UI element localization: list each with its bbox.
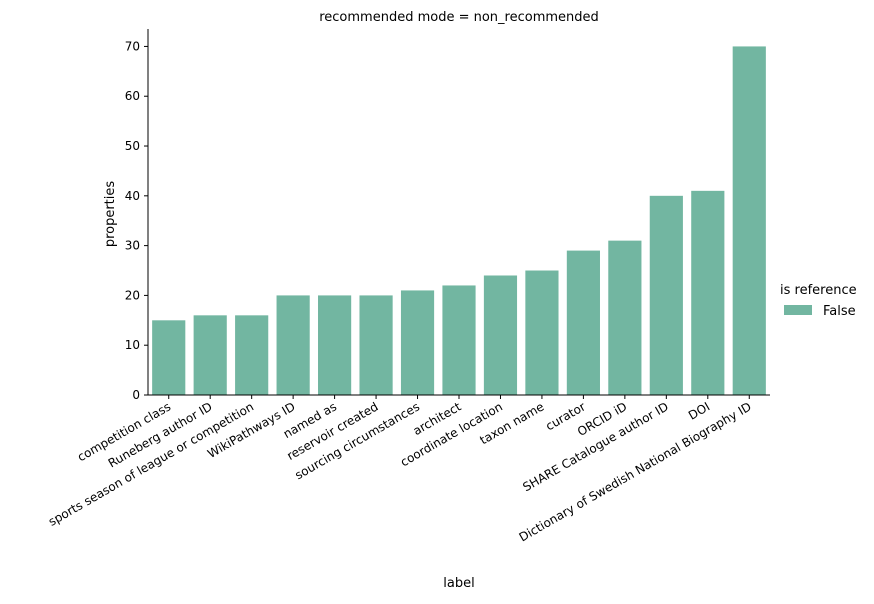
y-tick-label: 20: [125, 288, 140, 302]
bar: [608, 240, 642, 395]
bar: [400, 290, 435, 395]
bar: [318, 295, 352, 395]
legend-title: is reference: [780, 283, 857, 298]
y-tick-label: 0: [132, 388, 140, 402]
x-axis-label: label: [443, 576, 474, 591]
y-tick-label: 50: [125, 139, 140, 153]
bars-group: [152, 46, 766, 396]
legend: is reference False: [780, 283, 857, 319]
bar: [732, 46, 766, 396]
bar: [649, 195, 683, 395]
x-tick-label: DOI: [686, 399, 712, 422]
y-axis-ticks: 0 10 20 30 40 50 60 70: [125, 39, 148, 402]
bar: [525, 270, 559, 395]
y-tick-label: 10: [125, 338, 140, 352]
y-tick-label: 70: [125, 39, 140, 53]
legend-label-false: False: [823, 304, 856, 319]
bar: [276, 295, 310, 395]
legend-swatch-false: [784, 305, 812, 315]
bar: [691, 190, 725, 395]
chart-title: recommended mode = non_recommended: [319, 10, 599, 25]
y-tick-label: 60: [125, 89, 140, 103]
bar: [566, 250, 600, 395]
bar: [442, 285, 476, 395]
bar: [152, 320, 186, 395]
bar: [359, 295, 393, 395]
y-tick-label: 30: [125, 239, 140, 253]
y-axis-label: properties: [103, 181, 118, 248]
bar: [483, 275, 518, 395]
bar: [235, 315, 269, 395]
y-tick-label: 40: [125, 189, 140, 203]
bar: [193, 315, 227, 395]
x-tick-label: SHARE Catalogue author ID: [520, 399, 670, 494]
